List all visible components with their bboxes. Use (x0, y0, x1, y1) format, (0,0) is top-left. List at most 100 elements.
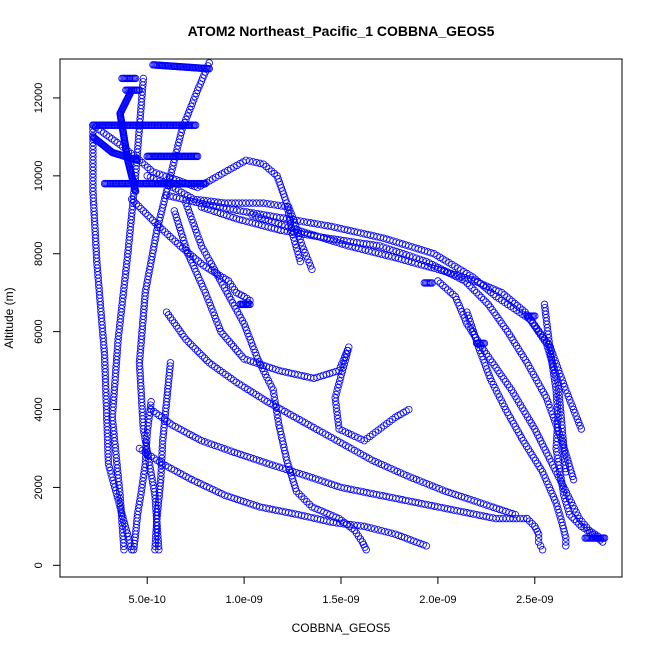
profile-point (221, 199, 229, 207)
profile-point (238, 199, 247, 207)
profile-point (555, 509, 563, 517)
profile-point (158, 225, 167, 234)
profile-point (190, 96, 198, 104)
profile-point (419, 256, 427, 265)
profile-point (467, 276, 476, 284)
profile-point (357, 522, 365, 530)
profile-point (231, 345, 240, 353)
profile-point (143, 172, 151, 180)
profile-point (238, 352, 246, 361)
profile-point (321, 478, 329, 486)
profile-point (548, 410, 557, 419)
profile-point (249, 342, 257, 350)
profile-point (158, 451, 166, 459)
profile-point (468, 324, 476, 332)
profile-point (444, 286, 452, 294)
profile-point (274, 219, 283, 228)
profile-point (297, 238, 305, 247)
y-tick-label: 0 (33, 562, 45, 568)
profile-point (476, 499, 485, 507)
profile-point (573, 415, 582, 423)
profile-point (333, 387, 341, 395)
profile-point (106, 466, 114, 475)
profile-point (303, 498, 311, 506)
profile-point (201, 288, 210, 297)
profile-point (158, 440, 167, 448)
profile-point (173, 145, 181, 153)
profile-point (440, 267, 449, 276)
cluster-point (193, 152, 202, 161)
profile-point (156, 223, 164, 231)
profile-point (339, 363, 348, 372)
profile-point (427, 263, 436, 272)
profile-point (405, 405, 413, 414)
profile-point (245, 332, 253, 341)
profile-point (565, 462, 574, 471)
profile-point (414, 260, 422, 268)
profile-point (229, 342, 238, 351)
profile-point (222, 204, 231, 212)
profile-point (183, 246, 191, 255)
profile-point (470, 497, 478, 505)
profile-point (332, 404, 341, 412)
profile-point (562, 449, 570, 458)
profile-point (569, 405, 578, 414)
profile-point (568, 513, 576, 521)
profile-point (465, 281, 474, 290)
profile-point (436, 279, 445, 287)
profile-point (233, 495, 242, 504)
profile-point (292, 468, 300, 477)
profile-point (224, 492, 232, 500)
cluster-point (480, 339, 489, 348)
profile-point (569, 475, 578, 484)
profile-point (454, 491, 463, 500)
profile-point (489, 503, 497, 511)
profile-point (425, 481, 434, 489)
profile-point (355, 244, 363, 253)
y-tick-label: 12000 (33, 83, 45, 114)
profile-point (553, 502, 561, 510)
profile-point (430, 264, 439, 273)
profile-point (502, 507, 510, 516)
profile-point (562, 534, 570, 542)
profile-point (159, 171, 167, 179)
profile-point (564, 504, 572, 512)
profile-point (370, 525, 379, 533)
profile-point (204, 205, 212, 213)
profile-point (460, 493, 469, 502)
profile-point (111, 483, 119, 491)
profile-point (508, 509, 516, 518)
profile-point (435, 485, 443, 493)
profile-point (256, 457, 264, 465)
profile-point (253, 359, 261, 367)
profile-point (313, 220, 322, 228)
profile-point (270, 169, 279, 178)
profile-point (410, 537, 418, 545)
profile-point (221, 491, 229, 499)
profile-point (144, 418, 153, 427)
profile-point (157, 468, 165, 477)
profile-point (467, 496, 475, 504)
profile-point (205, 298, 213, 307)
profile-point (534, 538, 543, 546)
profile-point (416, 477, 424, 485)
profile-point (351, 243, 360, 252)
profile-point (565, 510, 574, 519)
profile-point (378, 250, 386, 258)
profile-point (188, 215, 196, 224)
profile-point (381, 251, 389, 259)
profile-point (563, 501, 571, 509)
profile-point (427, 249, 435, 257)
profile-point (214, 442, 222, 451)
profile-point (447, 269, 455, 278)
profile-point (234, 347, 242, 356)
profile-point (310, 219, 318, 228)
profile-point (141, 209, 150, 217)
profile-point (572, 517, 581, 526)
profile-point (186, 105, 194, 114)
profile-point (202, 200, 211, 209)
profile-point (299, 245, 308, 253)
profile-point (191, 255, 200, 263)
profile-point (157, 458, 166, 466)
profile-point (197, 203, 206, 211)
